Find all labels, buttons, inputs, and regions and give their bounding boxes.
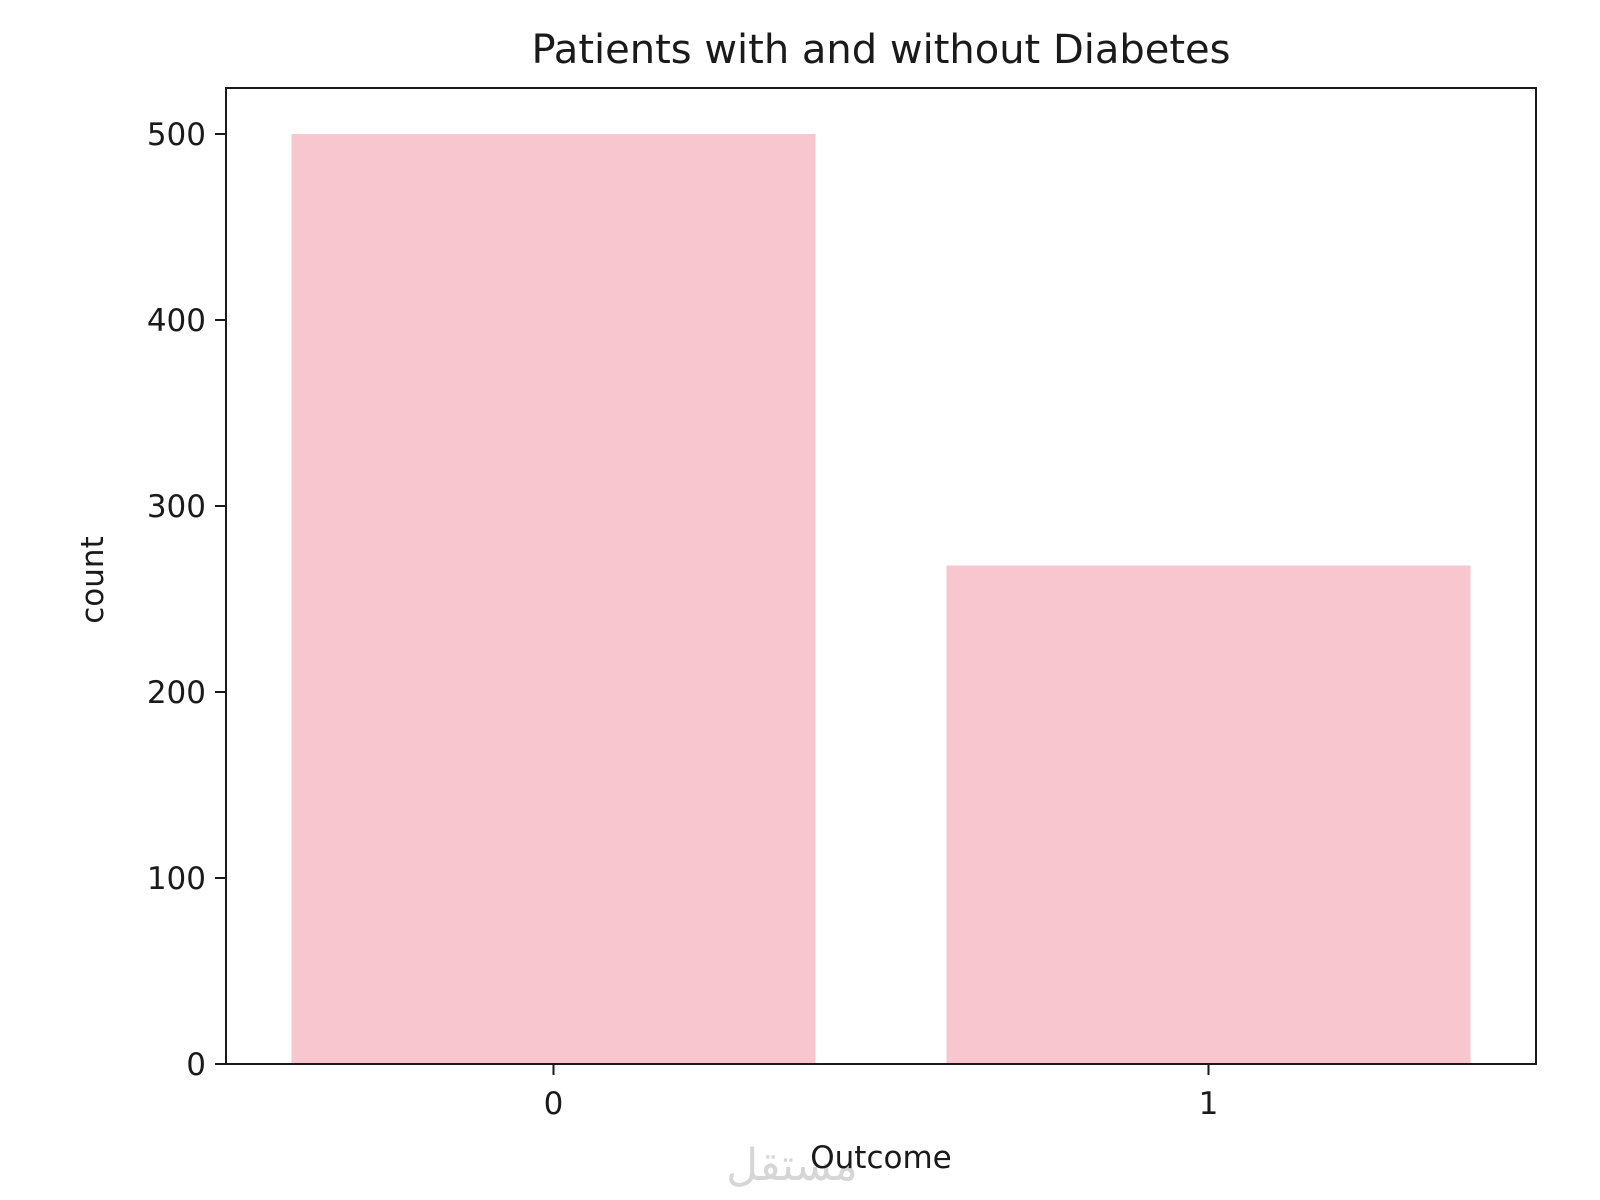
x-axis-label: Outcome bbox=[810, 1140, 951, 1176]
y-tick-label: 100 bbox=[147, 861, 206, 897]
y-tick-label: 400 bbox=[147, 303, 206, 339]
y-tick-label: 500 bbox=[147, 117, 206, 153]
y-axis-ticks: 0 100 200 300 400 500 bbox=[147, 117, 226, 1083]
plot-frame bbox=[225, 87, 1537, 1065]
bar-outcome-1 bbox=[946, 565, 1471, 1064]
chart-title: Patients with and without Diabetes bbox=[531, 27, 1230, 73]
y-tick-label: 0 bbox=[186, 1047, 206, 1083]
y-tick-label: 300 bbox=[147, 489, 206, 525]
y-axis-label: count bbox=[75, 536, 111, 623]
x-tick-label: 1 bbox=[1199, 1086, 1219, 1122]
bars-group bbox=[291, 134, 1471, 1064]
y-tick-label: 200 bbox=[147, 675, 206, 711]
watermark-logo: مستقل bbox=[726, 1140, 858, 1191]
x-tick-label: 0 bbox=[544, 1086, 564, 1122]
bar-outcome-0 bbox=[291, 134, 816, 1064]
